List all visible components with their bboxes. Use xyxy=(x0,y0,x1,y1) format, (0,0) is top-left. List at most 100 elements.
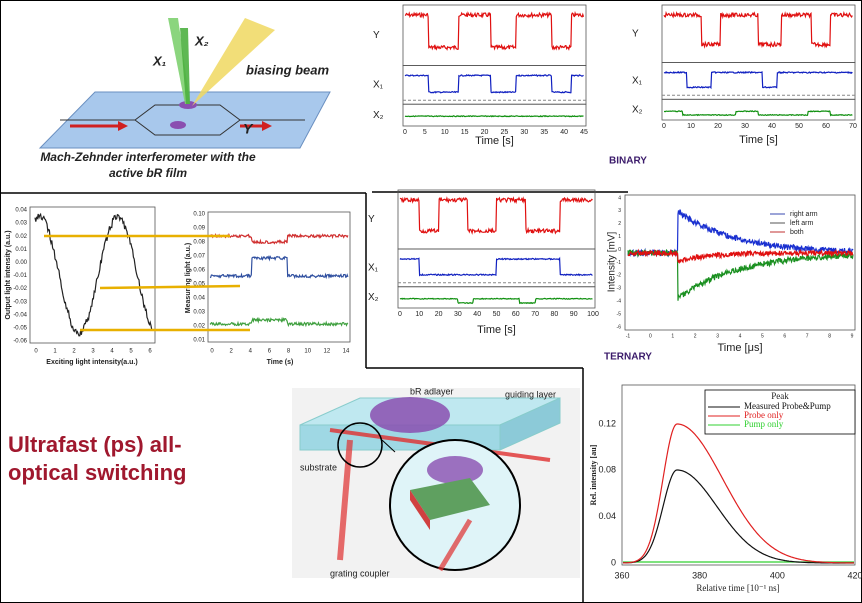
y-tick-label: 3 xyxy=(618,208,621,214)
x-tick-label: 70 xyxy=(849,123,857,130)
label: biasing beam xyxy=(246,62,330,77)
arrow xyxy=(99,284,241,290)
label: X₁ xyxy=(152,53,166,68)
y-tick-label: -1 xyxy=(617,260,622,266)
x-tick-label: 2 xyxy=(694,333,697,339)
legend-label: Probe only xyxy=(744,410,784,420)
x-tick-label: 15 xyxy=(461,129,469,136)
y-tick-label: 4 xyxy=(618,195,621,201)
trace xyxy=(34,212,153,337)
y-tick-label: 0.07 xyxy=(193,254,205,260)
x-tick-label: 90 xyxy=(570,311,578,318)
x-tick-label: 8 xyxy=(828,333,831,339)
x-tick-label: 45 xyxy=(580,129,588,136)
y-axis-label: Measuring light (a.u.) xyxy=(185,243,192,313)
label: Y xyxy=(243,121,254,137)
y-tick-label: 0.03 xyxy=(15,221,27,227)
x-axis-label: Relative time [10⁻¹ ns] xyxy=(696,583,779,593)
y-tick-label: 1 xyxy=(618,234,621,240)
plot-frame xyxy=(624,194,856,331)
y-tick-label: 0 xyxy=(611,557,616,567)
axis-label: X₂ xyxy=(373,110,384,121)
plot-frame xyxy=(207,211,351,343)
y-tick-label: 0.00 xyxy=(15,260,27,266)
x-tick-label: 6 xyxy=(783,333,786,339)
x-axis-label: Time [μs] xyxy=(717,342,762,354)
x-tick-label: 360 xyxy=(614,570,629,580)
plot-frame xyxy=(402,103,587,127)
trace xyxy=(209,255,349,280)
legend-label: both xyxy=(790,229,804,236)
legend-label: left arm xyxy=(790,220,814,227)
trace xyxy=(627,248,854,265)
trace xyxy=(664,110,853,117)
trace xyxy=(399,256,593,277)
label: guiding layer xyxy=(505,389,556,399)
x-tick-label: 5 xyxy=(423,129,427,136)
y-tick-label: 0.02 xyxy=(193,324,205,330)
caption: Mach-Zehnder interferometer with the xyxy=(40,150,256,164)
x-tick-label: 25 xyxy=(501,129,509,136)
y-tick-label: 2 xyxy=(618,221,621,227)
trace xyxy=(663,70,853,90)
y-tick-label: -0.02 xyxy=(13,286,27,292)
x-tick-label: 400 xyxy=(770,570,785,580)
y-axis-label: Output light intensity (a.u.) xyxy=(5,230,12,319)
axis-label: X₁ xyxy=(368,263,379,274)
y-axis-label: Intensity [mV] xyxy=(607,231,618,292)
heading: optical switching xyxy=(8,460,186,485)
x-tick-label: 3 xyxy=(91,349,95,355)
x-tick-label: 4 xyxy=(249,349,253,355)
x-tick-label: 10 xyxy=(304,349,311,355)
y-tick-label: 0.02 xyxy=(15,234,27,240)
x-tick-label: 30 xyxy=(741,123,749,130)
x-tick-label: 40 xyxy=(768,123,776,130)
x-tick-label: 60 xyxy=(512,311,520,318)
y-axis-label: Rel. intensity [au] xyxy=(589,444,598,505)
trace xyxy=(209,316,349,328)
y-tick-label: 0.10 xyxy=(193,212,205,218)
plot-frame xyxy=(661,98,856,121)
x-tick-label: 4 xyxy=(110,349,114,355)
legend-label: Measured Probe&Pump xyxy=(744,401,831,411)
label: substrate xyxy=(300,462,337,472)
plot-frame xyxy=(29,206,156,344)
x-tick-label: 2 xyxy=(72,349,76,355)
grating-diagram xyxy=(292,388,580,578)
label: X₂ xyxy=(194,33,209,48)
y-tick-label: -3 xyxy=(617,286,622,292)
trace xyxy=(623,423,854,564)
y-tick-label: 0.04 xyxy=(193,296,205,302)
x-tick-label: 0 xyxy=(210,349,214,355)
heading: Ultrafast (ps) all- xyxy=(8,432,182,457)
label: bR adlayer xyxy=(410,386,454,396)
legend-box xyxy=(704,389,856,435)
y-tick-label: 0.09 xyxy=(193,226,205,232)
heading: BINARY xyxy=(609,156,647,167)
x-tick-label: 3 xyxy=(716,333,719,339)
y-tick-label: -0.04 xyxy=(13,312,27,318)
y-tick-label: 0.08 xyxy=(598,465,616,475)
heading: TERNARY xyxy=(604,352,652,363)
x-tick-label: 70 xyxy=(531,311,539,318)
x-tick-label: 0 xyxy=(403,129,407,136)
x-tick-label: 10 xyxy=(441,129,449,136)
y-tick-label: 0.03 xyxy=(193,310,205,316)
x-tick-label: 20 xyxy=(714,123,722,130)
x-tick-label: 9 xyxy=(851,333,854,339)
x-tick-label: 30 xyxy=(520,129,528,136)
y-tick-label: 0.01 xyxy=(15,247,27,253)
y-tick-label: -6 xyxy=(617,324,622,330)
y-tick-label: -0.06 xyxy=(13,339,27,345)
x-tick-label: 0 xyxy=(398,311,402,318)
x-tick-label: 40 xyxy=(473,311,481,318)
x-tick-label: 0 xyxy=(649,333,652,339)
y-tick-label: -0.05 xyxy=(13,325,27,331)
x-tick-label: 1 xyxy=(671,333,674,339)
label: grating coupler xyxy=(330,568,390,578)
axis-label: Y xyxy=(373,30,380,41)
plot-frame xyxy=(621,384,856,566)
trace xyxy=(404,114,584,118)
y-tick-label: 0.05 xyxy=(193,282,205,288)
x-tick-label: 100 xyxy=(587,311,599,318)
